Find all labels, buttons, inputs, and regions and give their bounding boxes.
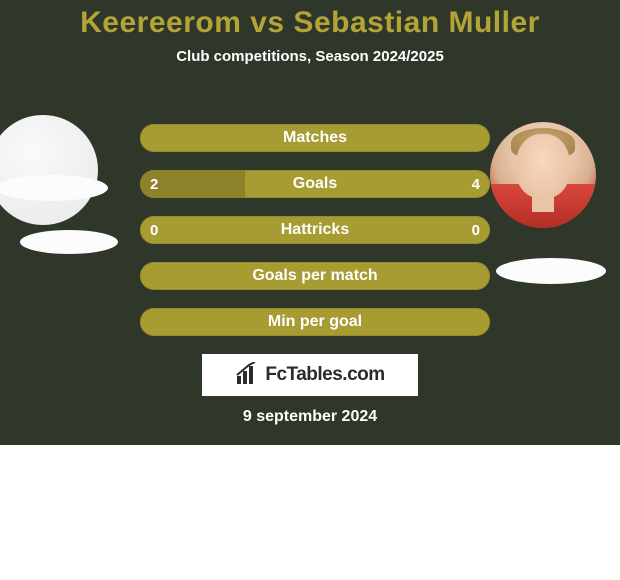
footer-date: 9 september 2024: [0, 408, 620, 426]
stat-bar: Goals2 4: [140, 170, 490, 198]
brand-bars-icon: [235, 362, 261, 389]
player-left-name-line1: [0, 175, 108, 201]
brand-text: FcTables.com: [265, 364, 384, 386]
subtitle: Club competitions, Season 2024/2025: [0, 48, 620, 65]
player-left-avatar: [0, 115, 98, 225]
stat-bar: Matches: [140, 124, 490, 152]
stat-bar-label: Min per goal: [140, 308, 490, 336]
player-left-name-line2: [20, 230, 118, 254]
player-right-avatar: [490, 122, 596, 228]
comparison-infographic: Keereerom vs Sebastian Muller Club compe…: [0, 0, 620, 445]
stat-bar-left-value: 0: [140, 216, 168, 244]
stat-bar-label: Goals: [140, 170, 490, 198]
stat-bar-label: Goals per match: [140, 262, 490, 290]
brand-box: FcTables.com: [202, 354, 418, 396]
stat-bar: Goals per match: [140, 262, 490, 290]
stat-bar-right-value: 4: [462, 170, 490, 198]
avatar-face: [516, 134, 570, 198]
stat-bar: Hattricks0 0: [140, 216, 490, 244]
stat-bar-right-value: 0: [462, 216, 490, 244]
stat-bars: Matches Goals2 4 Hattricks0 0 Goals per match…: [140, 124, 490, 354]
stat-bar-label: Hattricks: [140, 216, 490, 244]
page-title: Keereerom vs Sebastian Muller: [0, 0, 620, 40]
stat-bar-left-value: 2: [140, 170, 168, 198]
stat-bar: Min per goal: [140, 308, 490, 336]
player-right-name-line1: [496, 258, 606, 284]
stat-bar-label: Matches: [140, 124, 490, 152]
